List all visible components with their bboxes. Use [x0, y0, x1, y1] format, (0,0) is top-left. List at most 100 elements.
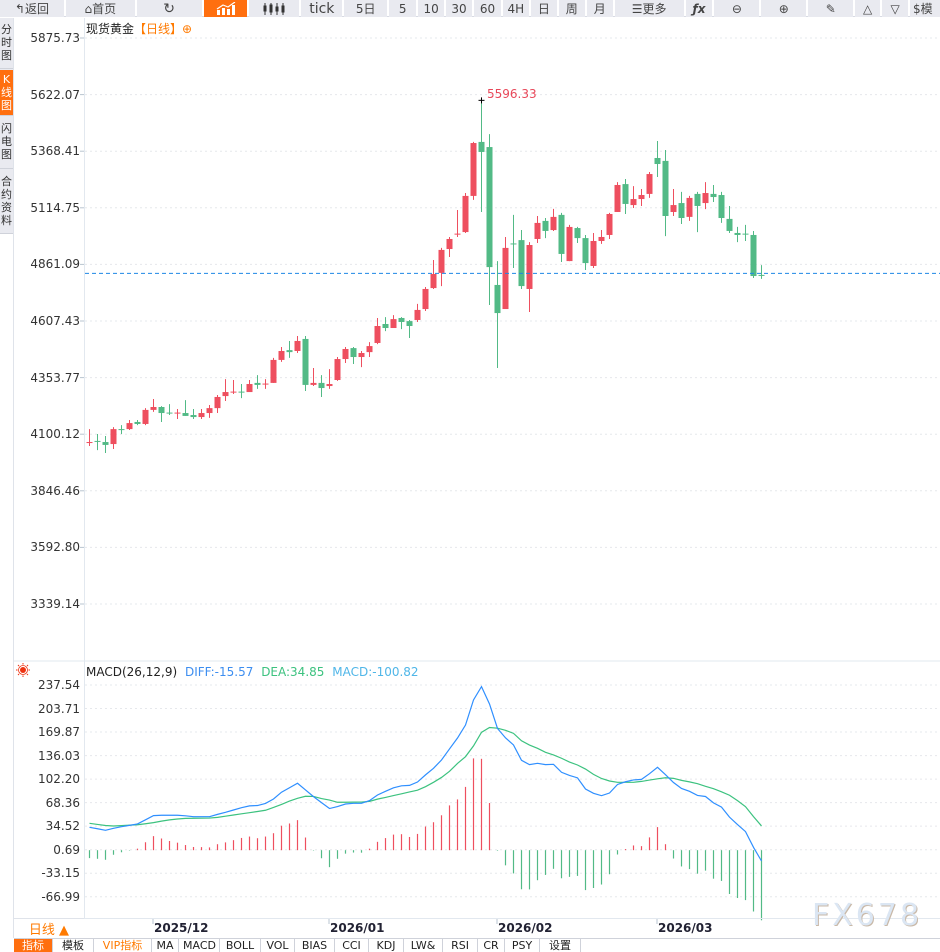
period-10-button[interactable]: 10 — [418, 0, 445, 17]
function-icon: ƒx — [692, 1, 706, 16]
candle-down — [622, 184, 629, 204]
five-day-button[interactable]: 5日 — [344, 0, 388, 17]
tab-template[interactable]: 模板 — [53, 939, 94, 952]
tab-kdj[interactable]: KDJ — [369, 939, 404, 952]
more-label: 更多 — [642, 2, 667, 16]
period-day-button[interactable]: 日 — [530, 0, 557, 17]
candle-down — [382, 323, 389, 329]
zoom-in-button[interactable]: ⊕ — [761, 0, 807, 17]
tab-lw[interactable]: LW& — [404, 939, 443, 952]
candle-up — [438, 249, 445, 273]
candlestick-icon — [263, 2, 285, 15]
home-button[interactable]: ⌂ 首页 — [65, 0, 135, 17]
candle-down — [654, 157, 661, 165]
tab-boll[interactable]: BOLL — [220, 939, 261, 952]
date-tick-label: 2026/03 — [658, 921, 713, 935]
period-5-button[interactable]: 5 — [389, 0, 417, 17]
sidebar-tab-contract-info[interactable]: 合约资料 — [0, 170, 13, 234]
candle-up — [150, 407, 157, 410]
candle-down — [710, 193, 717, 198]
candle-down — [182, 413, 189, 416]
candle-up — [126, 423, 133, 430]
candle-down — [158, 407, 165, 414]
candle-up — [358, 353, 365, 358]
triangle-up-icon: △ — [863, 1, 873, 16]
period-60-button[interactable]: 60 — [473, 0, 501, 17]
macd-params: MACD(26,12,9) — [86, 665, 178, 679]
candle-up — [222, 392, 229, 397]
price-tick-label: 5114.75 — [30, 200, 80, 215]
indicator-settings-icon[interactable] — [16, 663, 30, 677]
macd-tick-label: 169.87 — [38, 725, 80, 740]
more-button[interactable]: ☰ 更多 — [614, 0, 684, 17]
candle-style-button[interactable] — [249, 0, 300, 17]
tab-cci[interactable]: CCI — [335, 939, 369, 952]
candle-up — [174, 412, 181, 414]
tab-psy[interactable]: PSY — [505, 939, 540, 952]
candle-up — [110, 429, 117, 445]
candle-down — [718, 195, 725, 219]
candle-down — [742, 233, 749, 235]
tab-vol[interactable]: VOL — [261, 939, 295, 952]
high-price-label: 5596.33 — [487, 87, 537, 101]
model-button[interactable]: $模 — [910, 0, 940, 17]
add-icon[interactable]: ⊕ — [182, 22, 193, 36]
tick-button[interactable]: tick — [301, 0, 343, 17]
tab-ma[interactable]: MA — [152, 939, 179, 952]
candle-up — [462, 195, 469, 233]
candle-down — [726, 218, 733, 231]
candle-up — [334, 359, 341, 381]
instrument-name: 现货黄金 — [86, 22, 135, 36]
period-30-button[interactable]: 30 — [446, 0, 472, 17]
sidebar-tab-flash[interactable]: 闪电图 — [0, 117, 13, 169]
date-tick-label: 2025/12 — [154, 921, 209, 935]
candle-up — [342, 348, 349, 360]
period-month-button[interactable]: 月 — [586, 0, 613, 17]
formula-button[interactable]: ƒx — [685, 0, 713, 17]
period-week-button[interactable]: 周 — [558, 0, 585, 17]
candle-up — [606, 213, 613, 235]
chart-title: 现货黄金【日线】⊕ — [86, 20, 192, 37]
tab-macd[interactable]: MACD — [179, 939, 220, 952]
price-tick-label: 3339.14 — [30, 597, 80, 611]
macd-tick-label: 237.54 — [38, 678, 80, 692]
price-tick-label: 5875.73 — [30, 31, 80, 45]
period-selector[interactable]: 日线 ▲ — [14, 918, 84, 938]
draw-button[interactable]: ✎ — [808, 0, 854, 17]
tab-vip-indicators[interactable]: VIP指标 — [94, 939, 152, 952]
sidebar-tab-timeshare[interactable]: 分时图 — [0, 18, 13, 69]
candle-down — [518, 240, 525, 287]
candle-down — [238, 391, 245, 393]
back-button[interactable]: ↰ 返回 — [0, 0, 64, 17]
macd-tick-label: 68.36 — [45, 795, 80, 810]
kline-chart-button[interactable] — [203, 0, 248, 17]
indicator-tabs: 指标 模板 VIP指标 MA MACD BOLL VOL BIAS CCI KD… — [14, 938, 940, 952]
down-triangle-button[interactable]: ▽ — [882, 0, 909, 17]
sidebar-tab-kline[interactable]: K线图 — [0, 70, 13, 116]
tab-rsi[interactable]: RSI — [443, 939, 478, 952]
tab-bias[interactable]: BIAS — [295, 939, 335, 952]
up-triangle-button[interactable]: △ — [855, 0, 881, 17]
back-arrow-icon: ↰ — [14, 1, 25, 16]
macd-tick-label: -66.99 — [41, 889, 80, 904]
zoom-in-icon: ⊕ — [778, 1, 789, 16]
candle-up — [230, 391, 237, 393]
tab-cr[interactable]: CR — [478, 939, 505, 952]
refresh-button[interactable]: ↻ — [136, 0, 202, 17]
candle-up — [638, 195, 645, 200]
price-tick-label: 5622.07 — [30, 87, 80, 102]
bar-chart-icon — [216, 2, 235, 15]
candle-up — [670, 205, 677, 212]
diff-line — [89, 685, 763, 862]
zoom-out-button[interactable]: ⊖ — [714, 0, 760, 17]
candle-up — [534, 222, 541, 239]
candle-up — [214, 396, 221, 409]
tab-settings[interactable]: 设置 — [540, 939, 581, 952]
refresh-icon: ↻ — [163, 0, 175, 17]
period-4h-button[interactable]: 4H — [502, 0, 529, 17]
triangle-down-icon: ▽ — [890, 1, 900, 16]
tab-indicators[interactable]: 指标 — [14, 939, 53, 952]
candle-down — [558, 214, 565, 254]
candle-down — [94, 440, 101, 442]
